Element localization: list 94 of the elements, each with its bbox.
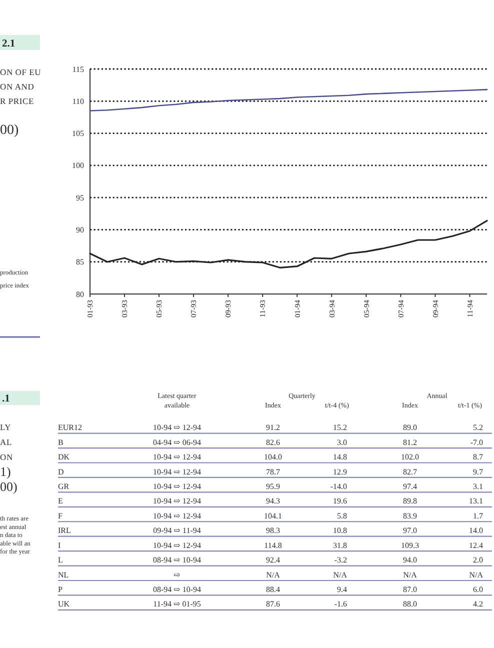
text: 97.0 xyxy=(403,526,417,536)
text: 92.4 xyxy=(266,556,280,565)
text: 83.9 xyxy=(403,511,417,520)
text: -14.0 xyxy=(330,482,347,491)
text: 10-94 ⇨ 12-94 xyxy=(152,511,202,520)
chart-title: 2.1 xyxy=(2,38,16,50)
text: 4.2 xyxy=(473,600,483,609)
text: 98.3 xyxy=(266,526,280,536)
text: 14.8 xyxy=(333,452,347,462)
category-label: NL xyxy=(58,570,69,580)
text: 89.8 xyxy=(403,496,417,506)
category-label: B xyxy=(58,438,64,447)
text: N/A xyxy=(266,570,280,580)
text: 104.1 xyxy=(264,511,282,520)
text: 13.1 xyxy=(469,496,483,506)
text: 12.4 xyxy=(469,540,483,550)
text: 87.0 xyxy=(403,585,417,594)
text: 1.7 xyxy=(473,511,483,520)
text: 08-94 ⇨ 10-94 xyxy=(152,585,202,594)
text: 04-94 ⇨ 06-94 xyxy=(152,438,202,447)
text: 10-94 ⇨ 12-94 xyxy=(152,540,202,550)
y-tick-label: 105 xyxy=(72,129,84,138)
line-series xyxy=(89,220,488,268)
text: 89.0 xyxy=(403,423,417,432)
text: 2.0 xyxy=(473,556,483,565)
text: N/A xyxy=(403,570,417,580)
category-label: GR xyxy=(58,482,70,491)
category-label: EUR12 xyxy=(58,423,82,432)
y-tick-label: 80 xyxy=(76,290,84,299)
text: 14.0 xyxy=(469,526,483,536)
text: 3.0 xyxy=(337,438,347,447)
text: -3.2 xyxy=(334,556,347,565)
text: 82.6 xyxy=(266,438,280,447)
category-label: I xyxy=(58,540,61,550)
text: 94.0 xyxy=(403,556,417,565)
text: 104.0 xyxy=(264,452,282,462)
text: -1.6 xyxy=(334,600,347,609)
y-tick-label: 110 xyxy=(72,96,84,106)
text: 6.0 xyxy=(473,585,483,594)
text: 10-94 ⇨ 12-94 xyxy=(152,423,202,432)
text: 95.9 xyxy=(266,482,280,491)
y-tick-label: 100 xyxy=(72,161,84,170)
y-tick-label: 85 xyxy=(76,258,84,267)
category-label: UK xyxy=(58,600,70,609)
text: 9.4 xyxy=(337,585,347,594)
text: 00) xyxy=(0,123,19,138)
text: 19.6 xyxy=(333,496,347,506)
category-label: D xyxy=(58,467,64,476)
text: 08-94 ⇨ 10-94 xyxy=(152,556,202,565)
category-label: IRL xyxy=(58,526,71,536)
text: 11-94 ⇨ 01-95 xyxy=(153,600,201,609)
text: 12.9 xyxy=(333,467,347,476)
text: -7.0 xyxy=(470,438,483,447)
text: 09-94 ⇨ 11-94 xyxy=(153,526,201,536)
text: 15.2 xyxy=(333,423,347,432)
text: 5.8 xyxy=(337,511,347,520)
text: ON OF EU ON AND R PRICE xyxy=(0,67,42,106)
category-label: DK xyxy=(58,452,70,462)
text: 10-94 ⇨ 12-94 xyxy=(152,452,202,462)
text: 82.7 xyxy=(403,467,417,476)
category-label: E xyxy=(58,496,63,506)
text: N/A xyxy=(333,570,347,580)
text: 31.8 xyxy=(333,540,347,550)
y-tick-label: 95 xyxy=(76,193,84,202)
text: 88.4 xyxy=(266,585,280,594)
text: 10-94 ⇨ 12-94 xyxy=(152,496,202,506)
text: 9.7 xyxy=(473,467,483,476)
category-label: F xyxy=(58,511,62,520)
text: 87.6 xyxy=(266,600,280,609)
category-label: L xyxy=(58,556,63,565)
text: N/A xyxy=(469,570,483,580)
text: 102.0 xyxy=(401,452,419,462)
y-tick-label: 115 xyxy=(72,64,84,74)
text: 97.4 xyxy=(403,482,417,491)
y-tick-label: 90 xyxy=(76,226,84,235)
text: 88.0 xyxy=(403,600,417,609)
category-label: P xyxy=(58,585,62,594)
text: 3.1 xyxy=(473,482,483,491)
text: 10-94 ⇨ 12-94 xyxy=(152,482,202,491)
line-series xyxy=(89,88,488,112)
text: 114.8 xyxy=(264,540,282,550)
text: ⇨ xyxy=(174,570,180,580)
text: LY AL ON xyxy=(0,422,13,462)
text: 10-94 ⇨ 12-94 xyxy=(152,467,202,476)
text: 109.3 xyxy=(401,540,419,550)
text: 1) 00) xyxy=(0,464,18,494)
text: 94.3 xyxy=(266,496,280,506)
text: .1 xyxy=(2,394,10,404)
text: 81.2 xyxy=(403,438,417,447)
text: 91.2 xyxy=(266,423,280,432)
text: 5.2 xyxy=(473,423,483,432)
text: 10.8 xyxy=(333,526,347,536)
text: 8.7 xyxy=(473,452,483,462)
text: 78.7 xyxy=(266,467,280,476)
